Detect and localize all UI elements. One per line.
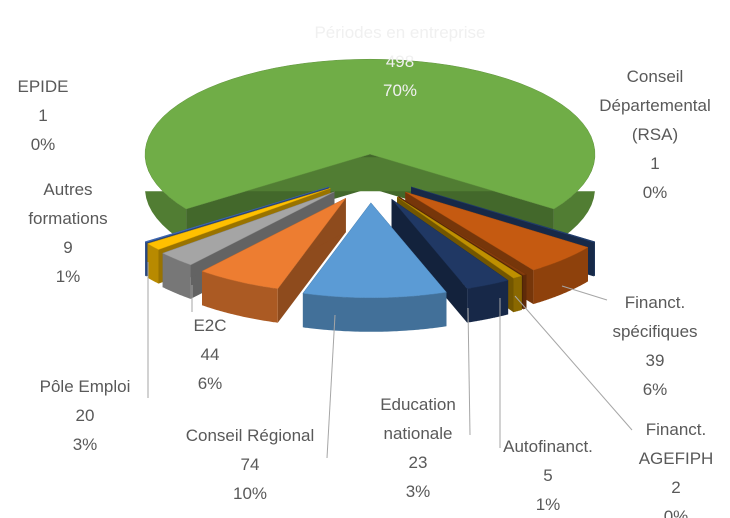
slice-wall bbox=[513, 276, 522, 313]
slice-wall bbox=[302, 292, 447, 332]
slice-top bbox=[302, 202, 447, 299]
slice-wall bbox=[593, 241, 595, 277]
label-percent: 6% bbox=[642, 380, 668, 399]
slice-top bbox=[396, 196, 523, 279]
data-label: Conseil Régional 74 10% bbox=[160, 421, 340, 508]
leader-line bbox=[561, 285, 608, 301]
label-count: 74 bbox=[240, 455, 260, 474]
label-percent: 0% bbox=[663, 507, 689, 518]
slice bbox=[201, 197, 346, 323]
label-category: Autres formations bbox=[28, 180, 108, 228]
slice-top bbox=[398, 196, 528, 276]
slice-wall bbox=[533, 247, 588, 305]
label-percent: 3% bbox=[72, 435, 98, 454]
label-count: 498 bbox=[385, 52, 415, 71]
label-count: 23 bbox=[408, 453, 428, 472]
slice-top bbox=[144, 186, 329, 243]
slice-top bbox=[162, 191, 335, 266]
slice-top bbox=[201, 197, 346, 289]
slice-side bbox=[391, 199, 468, 323]
data-label: Périodes en entreprise 498 70% bbox=[270, 18, 530, 105]
label-count: 2 bbox=[671, 478, 681, 497]
label-count: 5 bbox=[543, 466, 553, 485]
label-count: 1 bbox=[38, 106, 48, 125]
slice-wall bbox=[523, 274, 527, 310]
data-label: Autofinanct. 5 1% bbox=[488, 432, 608, 518]
label-category: Financt. spécifiques bbox=[612, 293, 698, 341]
label-count: 9 bbox=[63, 238, 73, 257]
data-label: Conseil Départemental (RSA) 1 0% bbox=[590, 62, 720, 207]
label-count: 44 bbox=[200, 345, 220, 364]
data-label: Autres formations 9 1% bbox=[18, 175, 118, 291]
label-category: Education nationale bbox=[380, 395, 456, 443]
label-category: Conseil Départemental (RSA) bbox=[599, 67, 711, 144]
slice-top bbox=[146, 188, 331, 250]
slice-top bbox=[405, 191, 589, 271]
label-category: Périodes en entreprise bbox=[314, 23, 486, 42]
data-label: E2C 44 6% bbox=[180, 311, 240, 398]
slice-wall bbox=[202, 271, 278, 323]
leader-line bbox=[514, 295, 633, 431]
data-label: Financt. spécifiques 39 6% bbox=[593, 288, 718, 404]
label-percent: 70% bbox=[382, 81, 418, 100]
slice-wall bbox=[145, 241, 147, 277]
label-percent: 0% bbox=[30, 135, 56, 154]
leader-line bbox=[326, 314, 336, 459]
slice bbox=[302, 202, 447, 332]
slice-wall bbox=[162, 253, 191, 299]
slice-top bbox=[411, 186, 596, 243]
slice-wall bbox=[467, 280, 509, 323]
label-count: 1 bbox=[650, 154, 660, 173]
label-category: Conseil Régional bbox=[185, 426, 315, 445]
label-percent: 1% bbox=[55, 267, 81, 286]
label-category: EPIDE bbox=[17, 77, 69, 96]
data-label: EPIDE 1 0% bbox=[3, 72, 83, 159]
label-percent: 1% bbox=[535, 495, 561, 514]
slice-side bbox=[162, 191, 335, 288]
label-percent: 10% bbox=[232, 484, 268, 503]
label-count: 20 bbox=[75, 406, 95, 425]
label-percent: 0% bbox=[642, 183, 668, 202]
data-label: Pôle Emploi 20 3% bbox=[20, 372, 150, 459]
label-percent: 3% bbox=[405, 482, 431, 501]
data-label: Education nationale 23 3% bbox=[363, 390, 473, 506]
label-category: E2C bbox=[193, 316, 227, 335]
slice bbox=[391, 198, 509, 323]
label-percent: 6% bbox=[197, 374, 223, 393]
label-count: 39 bbox=[645, 351, 665, 370]
slice-wall bbox=[147, 243, 159, 284]
data-label: Financt. AGEFIPH 2 0% bbox=[624, 415, 729, 518]
label-category: Autofinanct. bbox=[503, 437, 593, 456]
leader-line bbox=[467, 307, 471, 436]
label-category: Financt. AGEFIPH bbox=[638, 420, 714, 468]
slice-top bbox=[144, 58, 596, 210]
label-category: Pôle Emploi bbox=[39, 377, 131, 396]
slice-top bbox=[391, 198, 509, 289]
